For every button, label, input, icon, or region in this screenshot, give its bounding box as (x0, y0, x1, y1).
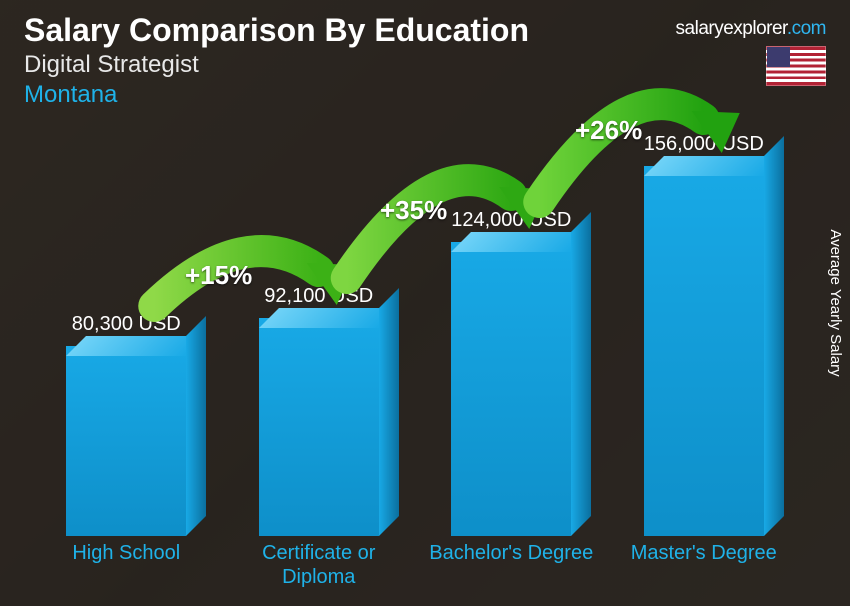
percent-increase-label: +26% (575, 115, 642, 146)
bar-value-label: 92,100 USD (264, 285, 373, 308)
x-axis-label: Certificate or Diploma (229, 541, 409, 596)
brand-name: salaryexplorer.com (676, 18, 826, 40)
percent-increase-label: +35% (380, 195, 447, 226)
bar-value-label: 80,300 USD (72, 313, 181, 336)
brand-name-text: salaryexplorer (676, 18, 787, 39)
bar-group: 80,300 USD (36, 313, 216, 536)
us-flag-icon (766, 46, 826, 86)
salary-chart-container: Salary Comparison By Education Digital S… (0, 0, 850, 606)
x-labels-row: High SchoolCertificate or DiplomaBachelo… (30, 541, 800, 596)
bar-group: 124,000 USD (421, 209, 601, 536)
bar-3d (66, 346, 186, 536)
bar-3d (451, 242, 571, 536)
branding-block: salaryexplorer.com (676, 18, 826, 86)
bar-group: 92,100 USD (229, 285, 409, 536)
bar-value-label: 124,000 USD (451, 209, 571, 232)
percent-increase-label: +15% (185, 260, 252, 291)
x-axis-label: Bachelor's Degree (421, 541, 601, 596)
bar-3d (644, 166, 764, 536)
bar-group: 156,000 USD (614, 133, 794, 536)
y-axis-label: Average Yearly Salary (827, 229, 844, 376)
brand-domain: .com (787, 18, 826, 39)
bar-3d (259, 318, 379, 536)
x-axis-label: Master's Degree (614, 541, 794, 596)
bar-value-label: 156,000 USD (644, 133, 764, 156)
x-axis-label: High School (36, 541, 216, 596)
